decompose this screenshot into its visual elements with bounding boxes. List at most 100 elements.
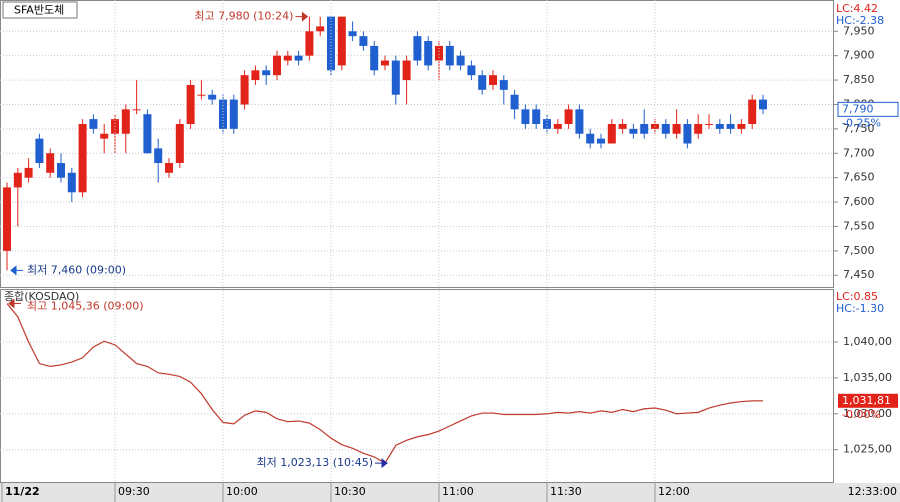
candle-body — [283, 55, 292, 61]
candle-body — [759, 99, 767, 110]
price-tag — [838, 393, 898, 408]
candle-body — [737, 123, 746, 129]
y-tick-label: 7,700 — [843, 146, 875, 159]
y-tick-label: 7,900 — [843, 49, 875, 62]
candle-body — [424, 41, 433, 66]
y-tick-label: 1,025,00 — [843, 443, 892, 456]
candle-body — [327, 16, 335, 71]
low-annotation: 최저 1,023,13 (10:45) — [256, 456, 373, 469]
candle-body — [726, 123, 735, 129]
candle-body — [348, 31, 357, 37]
candle-body — [67, 172, 76, 193]
y-tick-label: 7,650 — [843, 171, 875, 184]
candle-body — [521, 109, 530, 124]
candle-body — [607, 123, 616, 144]
candle-body — [57, 163, 65, 178]
x-tick-label: 11:00 — [442, 485, 474, 498]
y-tick-label: 7,750 — [843, 122, 875, 135]
candle-body — [575, 109, 584, 134]
candle-body — [262, 70, 271, 76]
y-tick-label: 1,040,00 — [843, 335, 892, 348]
candle-body — [13, 172, 22, 188]
x-tick-label: 11/22 — [5, 485, 40, 498]
candle-body — [78, 123, 87, 193]
candle-body — [532, 109, 541, 124]
candle-body — [715, 123, 724, 129]
candle-body — [510, 94, 519, 110]
candle-body — [640, 123, 649, 134]
top-panel-border — [0, 0, 834, 288]
high-annotation: 최고 7,980 (10:24) — [194, 10, 293, 23]
candle-body — [132, 109, 141, 111]
x-tick-label: 10:30 — [334, 485, 366, 498]
candle-body — [629, 128, 638, 134]
candle-body — [186, 84, 195, 124]
y-tick-label: 7,500 — [843, 244, 875, 257]
y-tick-label: 1,035,00 — [843, 371, 892, 384]
high-annotation: 최고 1,045,36 (09:00) — [27, 299, 144, 312]
candle-body — [208, 94, 217, 100]
candle-body — [618, 123, 627, 129]
change-label: -0.25% — [842, 116, 881, 129]
candle-body — [165, 163, 173, 173]
candle-body — [705, 123, 713, 125]
hc-label: HC:-2.38 — [836, 14, 884, 27]
y-tick-label: 7,450 — [843, 268, 875, 281]
time-axis-bg — [0, 483, 900, 502]
price-tag-label: 7,790 — [842, 102, 874, 115]
y-tick-label: 7,850 — [843, 73, 875, 86]
candle-body — [586, 133, 595, 144]
candle-body — [370, 45, 379, 71]
x-tick-label: 11:30 — [550, 485, 582, 498]
arrow — [295, 11, 309, 22]
candle-body — [143, 114, 152, 154]
candle-body — [661, 123, 670, 134]
candle-body — [3, 187, 11, 251]
candle-body — [402, 60, 411, 81]
y-tick-label: 7,600 — [843, 195, 875, 208]
candle-body — [391, 60, 400, 95]
y-tick-label: 1,030,00 — [843, 407, 892, 420]
candle-body — [564, 109, 573, 124]
chart-title: SFA반도체 — [14, 4, 64, 17]
candle-body — [89, 119, 98, 129]
x-tick-label: 09:30 — [118, 485, 150, 498]
candle-body — [597, 138, 605, 144]
candle-body — [672, 123, 681, 134]
candle-body — [273, 55, 281, 76]
candle-body — [553, 123, 562, 129]
y-tick-label: 7,950 — [843, 24, 875, 37]
candle-body — [121, 109, 130, 134]
arrow — [375, 458, 388, 469]
change-label: -0.00% — [842, 408, 881, 421]
candle-body — [305, 31, 314, 56]
x-tick-label: 12:00 — [658, 485, 690, 498]
candle-body — [478, 75, 487, 90]
panel-title: 종합(KOSDAQ) — [4, 290, 79, 303]
current-time: 12:33:00 — [848, 485, 897, 498]
arrow — [10, 265, 23, 276]
candle-body — [35, 138, 44, 164]
candle-body — [316, 26, 325, 32]
candle-body — [24, 167, 33, 178]
candle-body — [467, 65, 476, 76]
candle-body — [46, 153, 55, 173]
candle-body — [359, 36, 368, 46]
price-tag-label: 1,031,81 — [842, 394, 891, 407]
candle-body — [381, 60, 389, 66]
candle-body — [240, 75, 249, 105]
candle-body — [694, 123, 703, 134]
candle-body — [337, 16, 346, 66]
lc-label: LC:0.85 — [836, 290, 878, 303]
candle-body — [748, 99, 757, 124]
price-tag — [837, 101, 899, 117]
x-tick-label: 10:00 — [226, 485, 258, 498]
candle-body — [445, 45, 454, 66]
candle-body — [294, 55, 303, 61]
y-tick-label: 7,550 — [843, 219, 875, 232]
lc-label: LC:4.42 — [836, 2, 878, 15]
candle-body — [413, 36, 422, 61]
candle-body — [489, 75, 497, 85]
candle-body — [154, 148, 163, 164]
